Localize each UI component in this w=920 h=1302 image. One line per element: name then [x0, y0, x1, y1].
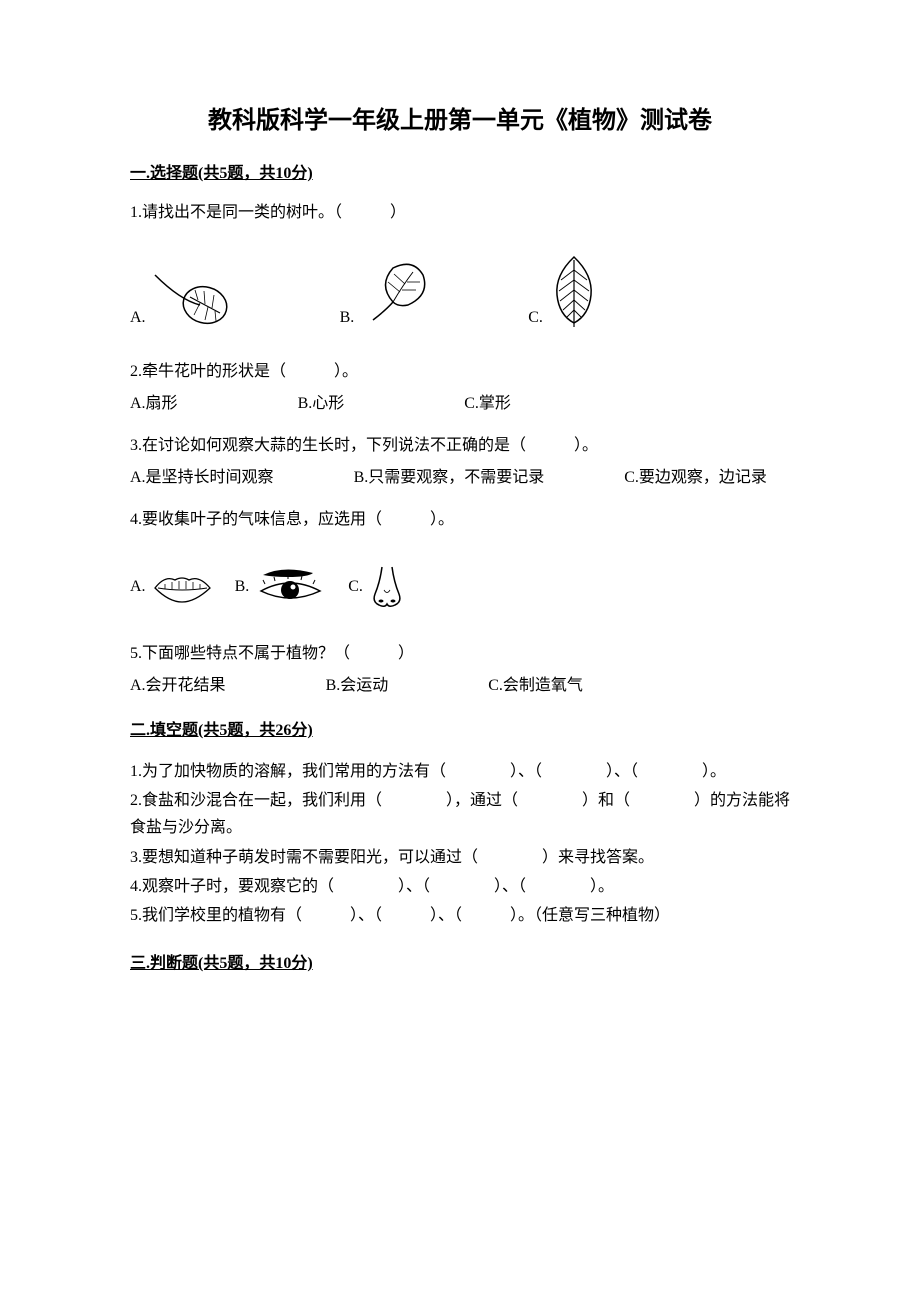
q1-option-b: B. — [340, 260, 439, 330]
q3-optA: A.是坚持长时间观察 — [130, 466, 274, 490]
fill-q3: 3.要想知道种子萌发时需不需要阳光，可以通过（ ）来寻找答案。 — [130, 844, 790, 871]
fill-q2: 2.食盐和沙混合在一起，我们利用（ ），通过（ ）和（ ）的方法能将食盐与沙分离… — [130, 787, 790, 841]
question-2: 2.牵牛花叶的形状是（ ）。 A.扇形 B.心形 C.掌形 — [130, 360, 790, 416]
fill-q5: 5.我们学校里的植物有（ ）、（ ）、（ ）。（任意写三种植物） — [130, 902, 790, 929]
q4-optA-label: A. — [130, 575, 146, 599]
q2-optA: A.扇形 — [130, 392, 178, 416]
document-title: 教科版科学一年级上册第一单元《植物》测试卷 — [130, 100, 790, 135]
q4-option-b: B. — [235, 567, 329, 607]
q1-optC-label: C. — [528, 306, 543, 330]
q2-optB: B.心形 — [298, 392, 345, 416]
q1-optB-label: B. — [340, 306, 355, 330]
eye-icon — [253, 567, 328, 607]
q3-options: A.是坚持长时间观察 B.只需要观察，不需要记录 C.要边观察，边记录 — [130, 466, 790, 490]
q4-text: 4.要收集叶子的气味信息，应选用（ ）。 — [130, 508, 790, 532]
q1-options: A. B. — [130, 255, 790, 330]
q4-optC-label: C. — [348, 575, 363, 599]
question-5: 5.下面哪些特点不属于植物？（ ） A.会开花结果 B.会运动 C.会制造氧气 — [130, 642, 790, 698]
question-1: 1.请找出不是同一类的树叶。（ ） A. B. — [130, 201, 790, 330]
fill-q1: 1.为了加快物质的溶解，我们常用的方法有（ ）、（ ）、（ ）。 — [130, 758, 790, 785]
leaf-icon-c — [547, 255, 602, 330]
q5-optB: B.会运动 — [326, 674, 389, 698]
q1-option-a: A. — [130, 265, 240, 330]
q4-optB-label: B. — [235, 575, 250, 599]
q1-optA-label: A. — [130, 306, 146, 330]
q2-text: 2.牵牛花叶的形状是（ ）。 — [130, 360, 790, 384]
q5-optC: C.会制造氧气 — [488, 674, 583, 698]
q2-options: A.扇形 B.心形 C.掌形 — [130, 392, 790, 416]
mouth-icon — [150, 570, 215, 605]
fill-q4: 4.观察叶子时，要观察它的（ ）、（ ）、（ ）。 — [130, 873, 790, 900]
section2-header: 二.填空题(共5题，共26分) — [130, 716, 790, 740]
leaf-icon-b — [358, 260, 438, 330]
question-3: 3.在讨论如何观察大蒜的生长时，下列说法不正确的是（ ）。 A.是坚持长时间观察… — [130, 434, 790, 490]
q1-option-c: C. — [528, 255, 602, 330]
q4-options: A. B. — [130, 562, 790, 612]
nose-icon — [367, 562, 407, 612]
q5-optA: A.会开花结果 — [130, 674, 226, 698]
q3-optC: C.要边观察，边记录 — [624, 466, 767, 490]
q4-option-c: C. — [348, 562, 407, 612]
q3-optB: B.只需要观察，不需要记录 — [354, 466, 545, 490]
q5-text: 5.下面哪些特点不属于植物？（ ） — [130, 642, 790, 666]
q1-text: 1.请找出不是同一类的树叶。（ ） — [130, 201, 790, 225]
q2-optC: C.掌形 — [464, 392, 511, 416]
q3-text: 3.在讨论如何观察大蒜的生长时，下列说法不正确的是（ ）。 — [130, 434, 790, 458]
section3-header: 三.判断题(共5题，共10分) — [130, 949, 790, 973]
q5-options: A.会开花结果 B.会运动 C.会制造氧气 — [130, 674, 790, 698]
question-4: 4.要收集叶子的气味信息，应选用（ ）。 A. B. — [130, 508, 790, 612]
section1-header: 一.选择题(共5题，共10分) — [130, 159, 790, 183]
leaf-icon-a — [150, 265, 240, 330]
q4-option-a: A. — [130, 570, 215, 605]
